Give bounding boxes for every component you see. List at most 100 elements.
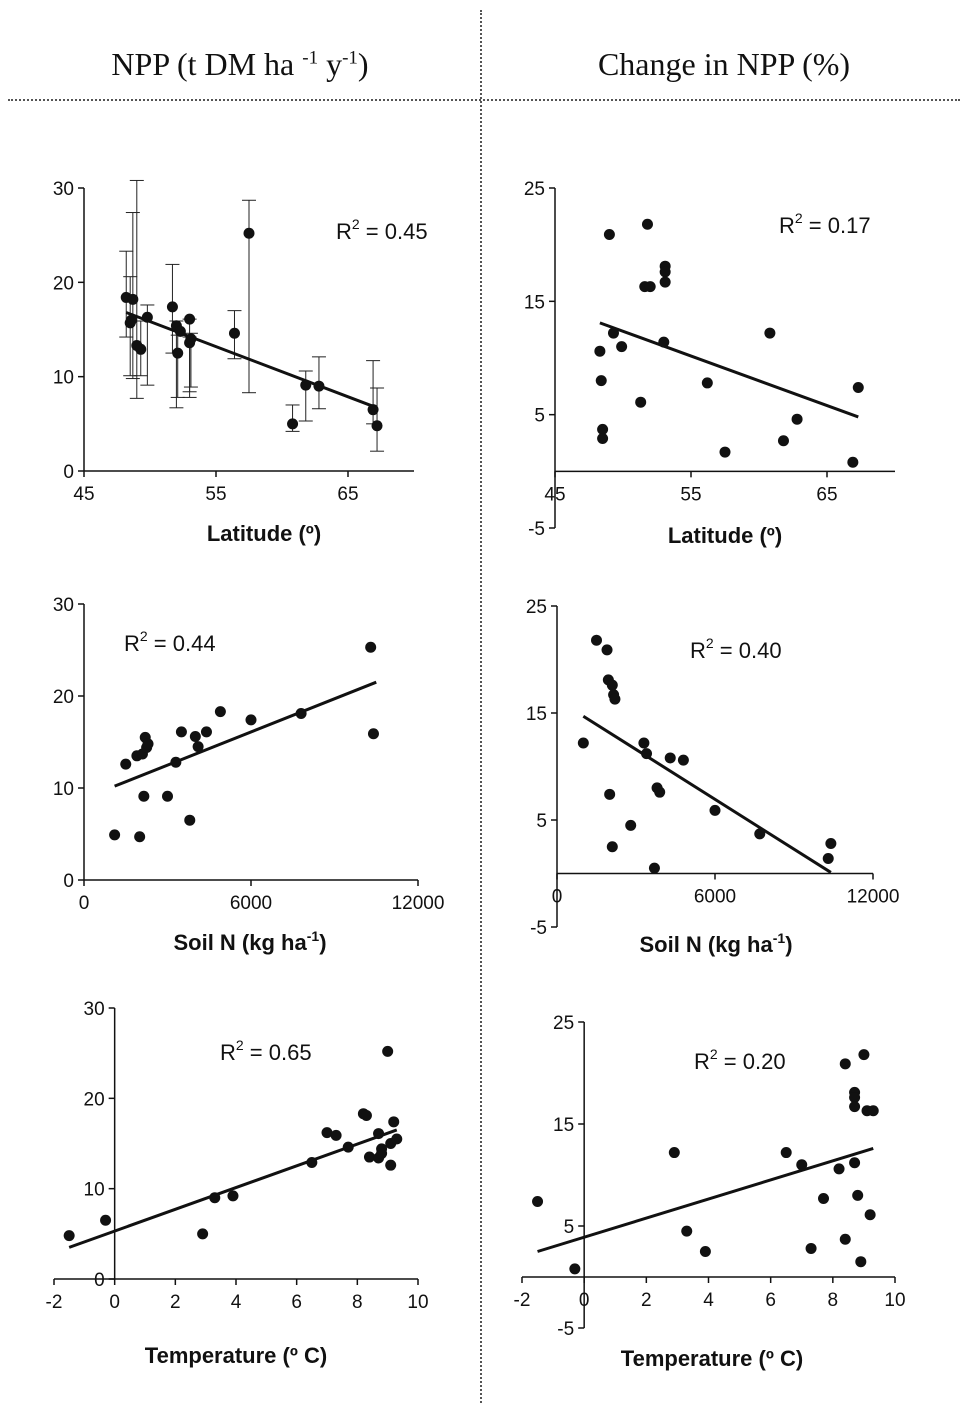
data-point [306, 1156, 318, 1168]
r-squared-label: R2 = 0.44 [124, 628, 216, 656]
data-point [209, 1192, 221, 1204]
panel-3: 0 10 20 30 0 6000 12000 R2 = 0.44 Soil N (kg ha-… [53, 595, 445, 955]
data-point [141, 311, 153, 323]
y-tick-label: 10 [53, 779, 74, 800]
data-point [616, 341, 628, 353]
y-tick-label: 20 [84, 1089, 105, 1110]
data-point [681, 1225, 693, 1237]
y-tick-label: 20 [53, 273, 74, 294]
data-point [606, 841, 618, 853]
data-point [654, 786, 666, 798]
data-point [126, 314, 138, 326]
data-point [388, 1116, 400, 1128]
data-point [300, 379, 312, 391]
header-npp-end: ) [357, 46, 369, 82]
x-tick-label: 55 [680, 484, 701, 505]
data-point [668, 1147, 680, 1159]
x-tick-label: 8 [828, 1290, 839, 1311]
x-tick-label: 0 [579, 1290, 590, 1311]
data-point [313, 380, 325, 392]
column-divider [480, 10, 482, 1403]
y-tick-label: 20 [53, 687, 74, 708]
y-tick-label: -5 [528, 519, 545, 540]
data-point [641, 748, 653, 760]
data-point [287, 418, 299, 430]
data-point [245, 714, 257, 726]
x-axis-title: Soil N (kg ha-1) [173, 928, 326, 955]
x-axis-title: Temperature (º C) [145, 1343, 327, 1368]
data-point [625, 819, 637, 831]
data-point [100, 1214, 112, 1226]
y-tick-label: 25 [524, 179, 545, 200]
data-point [638, 737, 650, 749]
header-change-npp-text: Change in NPP (%) [597, 46, 851, 82]
data-point [852, 381, 864, 393]
y-tick-label: 0 [63, 462, 74, 483]
x-tick-label: 12000 [392, 893, 445, 914]
y-tick-label: 30 [53, 179, 74, 200]
data-point [606, 679, 618, 691]
y-tick-label: 30 [53, 595, 74, 616]
data-point [664, 752, 676, 764]
x-tick-label: 8 [352, 1292, 363, 1313]
panel-4: -5 5 15 25 0 6000 12000 R2 = 0.40 Soil N (kg ha-… [526, 597, 900, 957]
x-axis-title: Soil N (kg ha-1) [639, 930, 792, 957]
data-point [609, 693, 621, 705]
data-point [184, 814, 196, 826]
data-point [367, 404, 379, 416]
data-point [607, 327, 619, 339]
y-tick-label: 0 [94, 1270, 105, 1291]
header-npp-sup1: -1 [302, 47, 319, 69]
data-point [138, 790, 150, 802]
data-point [142, 738, 154, 750]
data-point [864, 1209, 876, 1221]
header-npp-mid: y [318, 46, 343, 82]
data-point [822, 853, 834, 865]
data-point [659, 266, 671, 278]
x-axis-title: Temperature (º C) [621, 1346, 803, 1371]
x-tick-label: 6 [291, 1292, 302, 1313]
data-point [780, 1147, 792, 1159]
data-point [227, 1190, 239, 1202]
data-point [214, 706, 226, 718]
data-point [295, 707, 307, 719]
data-point [658, 336, 670, 348]
data-point [342, 1141, 354, 1153]
y-tick-label: 10 [53, 368, 74, 389]
data-point [172, 347, 184, 359]
data-point [371, 420, 383, 432]
data-point [367, 728, 379, 740]
x-tick-label: 2 [170, 1292, 181, 1313]
x-tick-label: 0 [552, 887, 563, 908]
data-point [644, 281, 656, 293]
x-tick-label: 6000 [230, 893, 272, 914]
x-tick-label: 4 [703, 1290, 714, 1311]
data-point [597, 423, 609, 435]
x-tick-label: -2 [514, 1290, 531, 1311]
y-tick-label: 5 [534, 406, 545, 427]
trend-line [68, 1128, 398, 1249]
data-point [764, 327, 776, 339]
data-point [120, 758, 132, 770]
y-tick-label: 25 [553, 1013, 574, 1034]
data-point [855, 1256, 867, 1268]
data-point [595, 375, 607, 387]
data-point [243, 227, 255, 239]
data-point [189, 730, 201, 742]
data-point [184, 313, 196, 325]
data-point [365, 641, 377, 653]
data-point [677, 754, 689, 766]
data-point [391, 1133, 403, 1145]
data-point [849, 1091, 861, 1103]
data-point [849, 1101, 861, 1113]
header-npp-sup2: -1 [342, 47, 358, 69]
panel-1: 0 10 20 30 45 55 65 R2 = 0.45 Latitude (º) [53, 179, 428, 546]
y-tick-label: -5 [557, 1319, 574, 1340]
data-point [635, 396, 647, 408]
data-point [719, 446, 731, 458]
r-squared-label: R2 = 0.40 [690, 635, 782, 663]
data-point [597, 432, 609, 444]
data-point [825, 838, 837, 850]
x-tick-label: 4 [231, 1292, 242, 1313]
